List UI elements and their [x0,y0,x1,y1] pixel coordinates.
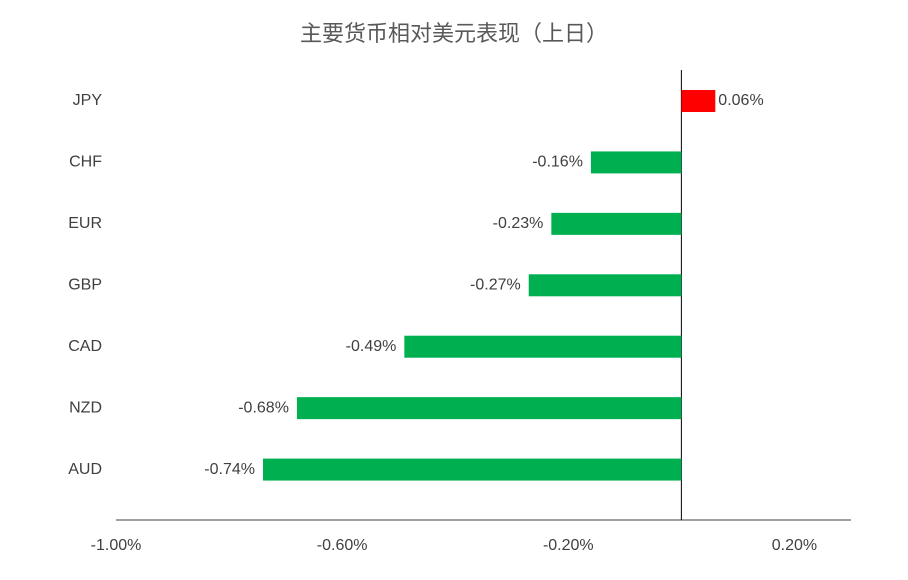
value-label: -0.23% [493,215,544,232]
x-tick-label: -1.00% [91,537,142,554]
y-tick-label: NZD [69,399,102,416]
y-tick-label: CHF [69,154,102,171]
y-tick-label: CAD [68,338,102,355]
bar [528,274,682,297]
value-label: -0.68% [238,399,289,416]
bar [296,397,682,420]
y-tick-label: AUD [68,461,102,478]
y-tick-label: GBP [68,277,102,294]
bar [551,212,682,235]
chart-title: 主要货币相对美元表现（上日） [300,21,608,46]
x-tick-label: -0.60% [317,537,368,554]
x-tick-label: -0.20% [543,537,594,554]
value-label: -0.16% [532,154,583,171]
y-tick-label: JPY [73,92,103,109]
x-tick-label: 0.20% [772,537,817,554]
bar [590,151,682,174]
value-label: -0.74% [204,461,255,478]
value-label: 0.06% [718,92,763,109]
y-tick-label: EUR [68,215,102,232]
value-label: -0.27% [470,277,521,294]
bar [404,335,682,358]
bar [681,90,716,112]
value-label: -0.49% [346,338,397,355]
bar [263,458,682,481]
